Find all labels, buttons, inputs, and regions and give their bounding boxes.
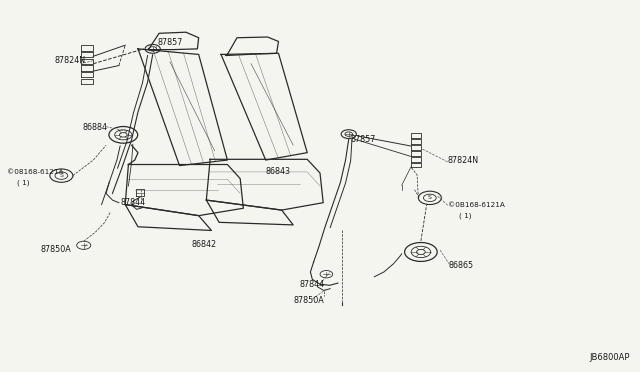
Text: ©0B168-6121A: ©0B168-6121A <box>448 202 504 208</box>
Text: ©08168-6121A: ©08168-6121A <box>7 169 63 175</box>
Text: 87850A: 87850A <box>293 296 324 305</box>
Text: ( 1): ( 1) <box>460 212 472 219</box>
Text: 87850A: 87850A <box>40 245 71 254</box>
Text: 86843: 86843 <box>266 167 291 176</box>
Text: 86884: 86884 <box>83 123 108 132</box>
Text: 86842: 86842 <box>191 240 216 249</box>
Text: S: S <box>428 195 432 201</box>
Text: 87824N: 87824N <box>448 156 479 165</box>
Text: 87857: 87857 <box>351 135 376 144</box>
Text: 86865: 86865 <box>449 261 474 270</box>
Text: 87857: 87857 <box>157 38 182 47</box>
Text: 87844: 87844 <box>121 198 146 207</box>
Text: ( 1): ( 1) <box>17 179 29 186</box>
Text: S: S <box>60 173 63 178</box>
Text: 87824N: 87824N <box>55 56 86 65</box>
Text: JB6800AP: JB6800AP <box>589 353 630 362</box>
Text: 87844: 87844 <box>300 280 324 289</box>
